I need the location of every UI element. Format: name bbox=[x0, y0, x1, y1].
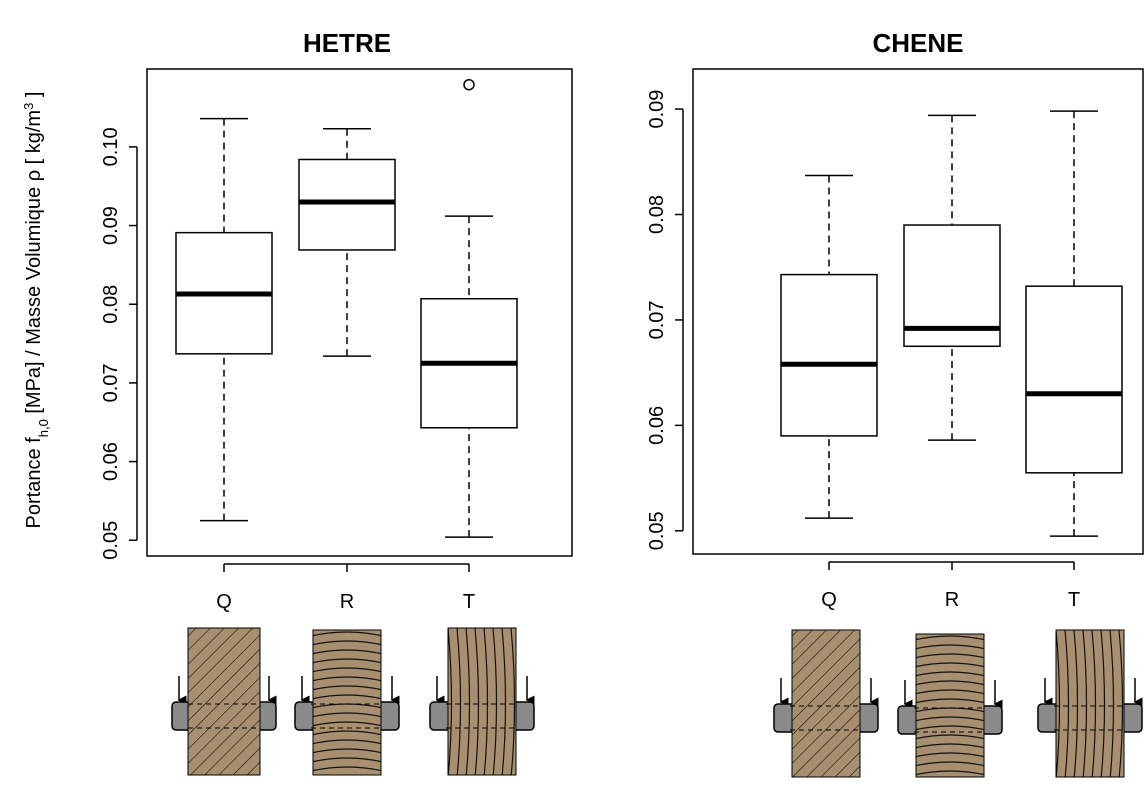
wood-radial bbox=[898, 633, 1002, 778]
plot-frame bbox=[146, 68, 573, 557]
x-tick-label: T bbox=[1068, 589, 1080, 611]
y-tick-label: 0.06 bbox=[646, 406, 668, 445]
wood-tangential bbox=[1038, 629, 1142, 778]
y-label-part: ] bbox=[23, 92, 45, 103]
y-tick-label: 0.10 bbox=[100, 127, 122, 166]
wood-quarter bbox=[774, 629, 878, 778]
y-tick-label: 0.09 bbox=[100, 206, 122, 245]
y-label-subscript: h,0 bbox=[36, 419, 51, 437]
x-tick-label: Q bbox=[216, 591, 232, 613]
x-tick-label: R bbox=[945, 589, 959, 611]
y-tick-label: 0.07 bbox=[100, 363, 122, 402]
x-tick-label: T bbox=[463, 591, 475, 613]
wood-illustrations bbox=[172, 627, 1142, 778]
wood-tangential bbox=[430, 627, 534, 776]
outlier bbox=[463, 78, 475, 91]
plot-frame bbox=[692, 68, 1144, 555]
y-tick-label: 0.05 bbox=[646, 511, 668, 550]
y-tick-label: 0.05 bbox=[100, 521, 122, 560]
x-tick-label: Q bbox=[821, 589, 837, 611]
wood-quarter bbox=[172, 627, 276, 776]
box bbox=[780, 273, 878, 437]
y-tick-label: 0.07 bbox=[646, 300, 668, 339]
y-tick-label: 0.08 bbox=[100, 285, 122, 324]
box bbox=[1025, 285, 1123, 474]
chart-title: CHENE bbox=[872, 28, 963, 58]
chart-title: HETRE bbox=[303, 28, 391, 58]
y-label-part: [MPa] / Masse Volumique ρ [ kg/m bbox=[23, 110, 45, 419]
y-tick-label: 0.09 bbox=[646, 90, 668, 129]
y-tick-label: 0.06 bbox=[100, 442, 122, 481]
wood-radial bbox=[295, 629, 399, 776]
y-axis-label: Portance fh,0 [MPa] / Masse Volumique ρ … bbox=[21, 92, 51, 529]
y-tick-label: 0.08 bbox=[646, 195, 668, 234]
box bbox=[298, 158, 396, 251]
y-label-part: Portance f bbox=[23, 437, 45, 529]
x-tick-label: R bbox=[340, 591, 354, 613]
y-label-superscript: 3 bbox=[21, 103, 36, 110]
